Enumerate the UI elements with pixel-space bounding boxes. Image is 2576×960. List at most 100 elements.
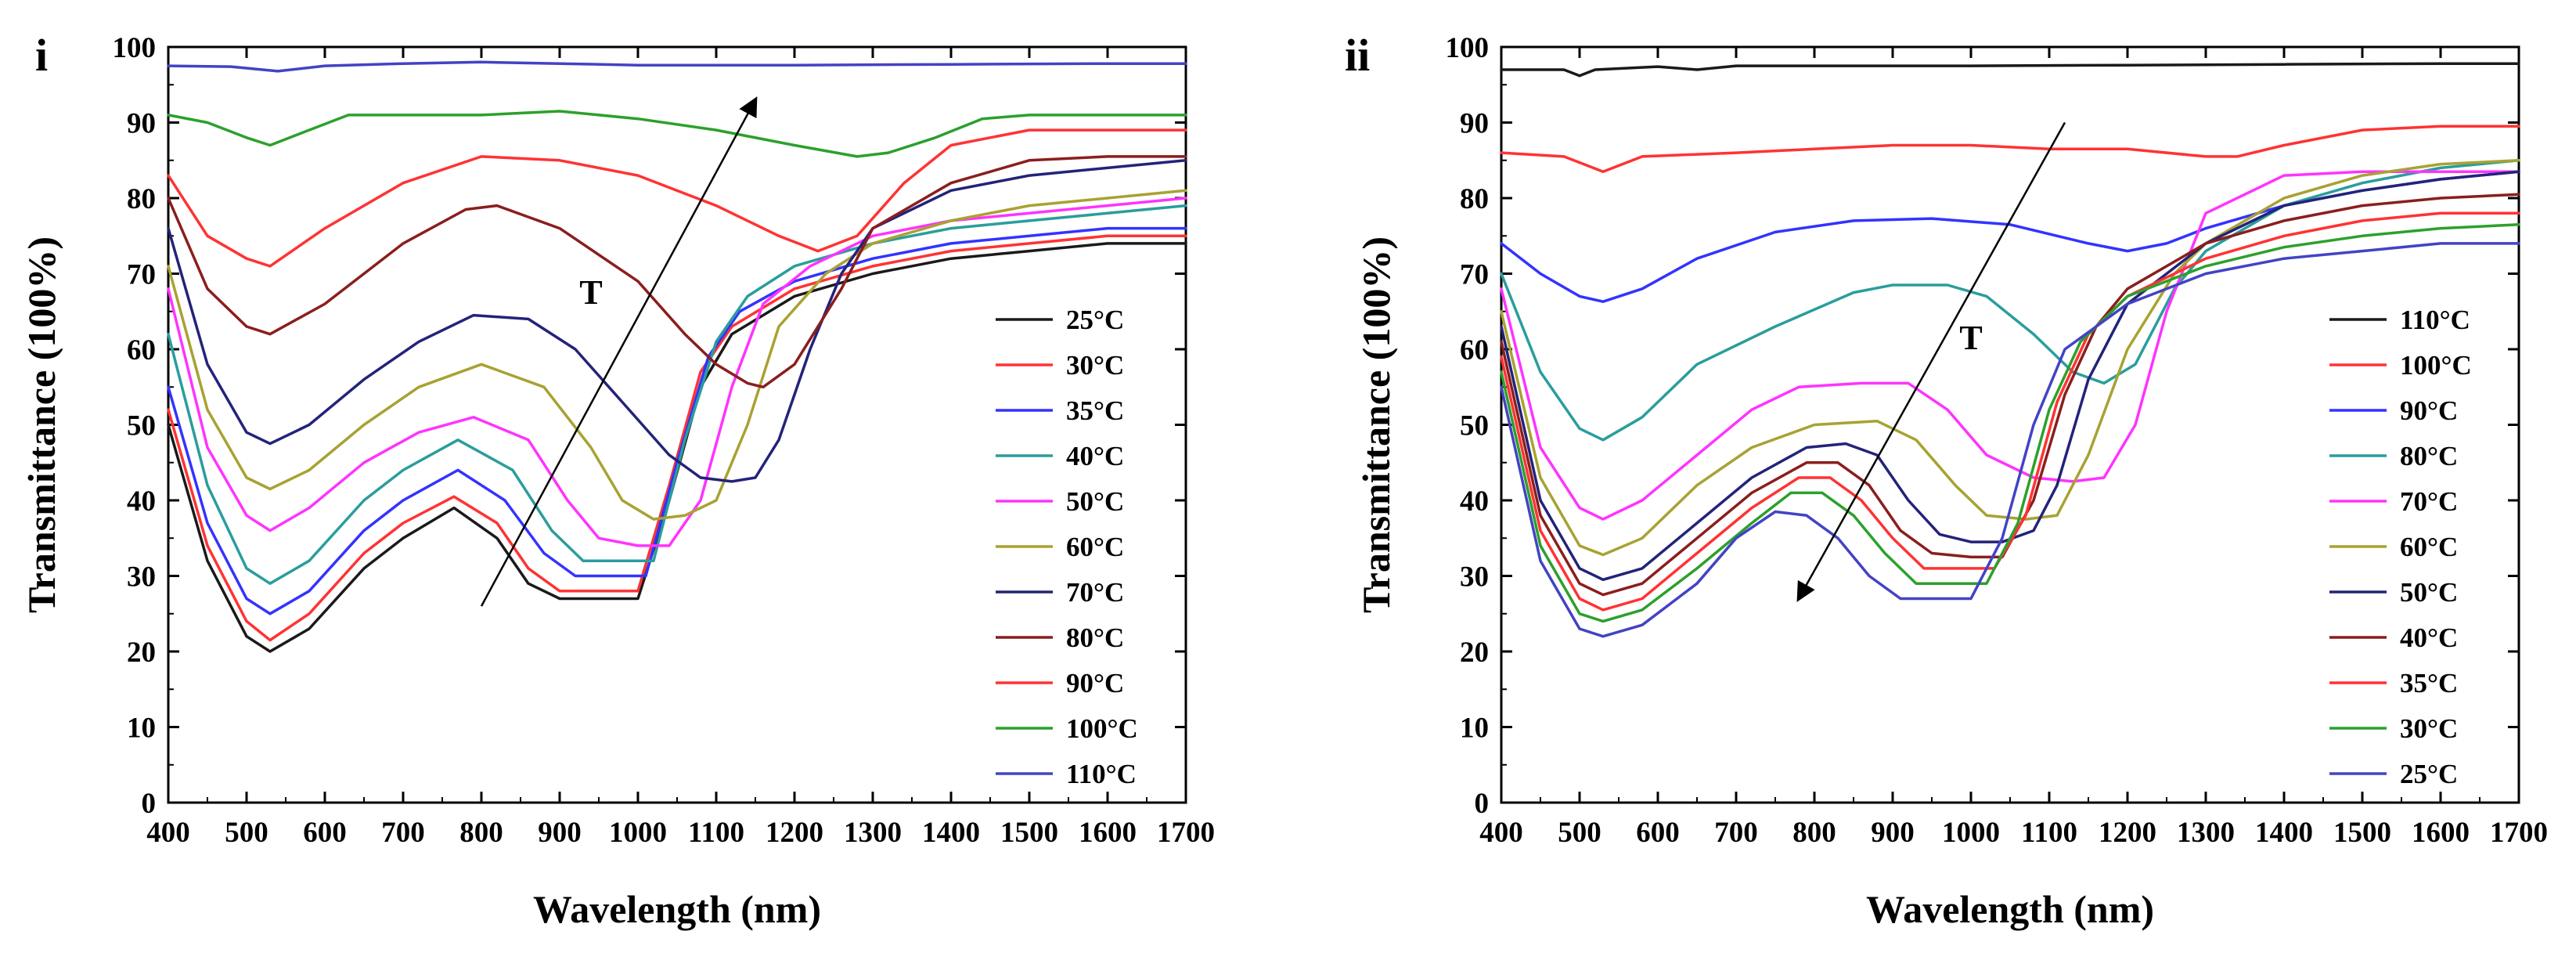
x-tick-label: 400 bbox=[1479, 817, 1523, 849]
x-tick-label: 400 bbox=[146, 817, 190, 849]
series-line-70C bbox=[1500, 170, 2520, 521]
legend-label: 35°C bbox=[1066, 395, 1124, 426]
y-tick-label: 90 bbox=[127, 108, 156, 140]
x-tick-label: 900 bbox=[1871, 817, 1915, 849]
x-tick-label: 1500 bbox=[2333, 817, 2391, 849]
x-tick-label: 700 bbox=[381, 817, 425, 849]
legend-label: 90°C bbox=[1066, 668, 1124, 698]
y-axis-title: Transmittance (100%) bbox=[1354, 236, 1398, 613]
y-tick-label: 70 bbox=[127, 259, 156, 291]
legend-label: 80°C bbox=[1066, 623, 1124, 653]
series-line-35C bbox=[167, 226, 1187, 615]
legend-label: 100°C bbox=[2400, 350, 2472, 381]
x-tick-label: 1600 bbox=[1079, 817, 1137, 849]
series-line-80C bbox=[1500, 159, 2520, 442]
series-line-80C bbox=[167, 155, 1187, 389]
x-axis-title: Wavelength (nm) bbox=[1866, 887, 2154, 931]
x-tick-label: 1100 bbox=[2021, 817, 2077, 849]
legend: 110°C 100°C 90°C 80°C 70°C 60°C 50°C 40°C 35°C 30… bbox=[2329, 305, 2472, 789]
x-tick-label: 600 bbox=[1636, 817, 1680, 849]
series-line-25C bbox=[167, 242, 1187, 653]
legend-label: 50°C bbox=[2400, 577, 2458, 608]
legend-label: 35°C bbox=[2400, 668, 2458, 698]
series-line-30C bbox=[1500, 223, 2520, 623]
plot-frame bbox=[1500, 45, 2520, 804]
series-line-50C bbox=[167, 197, 1187, 547]
series-line-100C bbox=[167, 110, 1187, 158]
y-tick-label: 20 bbox=[1460, 637, 1489, 669]
y-tick-label: 30 bbox=[1460, 561, 1489, 594]
x-tick-label: 500 bbox=[1558, 817, 1601, 849]
y-tick-label: 70 bbox=[1460, 259, 1489, 291]
chart-panel-ii: 400 500 600 700 800 900 1000 1100 1200 1300 1400 15… bbox=[1345, 30, 2548, 931]
series-line-70C bbox=[167, 159, 1187, 483]
series-line-100C bbox=[1500, 125, 2520, 173]
chart-panel-i: 400 500 600 700 800 900 1000 1100 1200 1300 1400 15… bbox=[20, 30, 1215, 931]
x-tick-label: 800 bbox=[459, 817, 503, 849]
y-tick-label: 50 bbox=[1460, 410, 1489, 442]
x-tick-label: 1600 bbox=[2412, 817, 2470, 849]
legend-label: 40°C bbox=[1066, 441, 1124, 471]
legend-label: 25°C bbox=[1066, 305, 1124, 335]
x-tick-label: 800 bbox=[1792, 817, 1836, 849]
x-tick-label: 1200 bbox=[2099, 817, 2156, 849]
legend-label: 100°C bbox=[1066, 713, 1138, 744]
y-tick-label: 40 bbox=[1460, 485, 1489, 518]
x-tick-label: 1700 bbox=[2490, 817, 2548, 849]
series-line-60C bbox=[1500, 159, 2520, 557]
y-tick-label: 100 bbox=[1446, 32, 1490, 64]
series-line-60C bbox=[167, 189, 1187, 521]
y-tick-label: 50 bbox=[127, 410, 156, 442]
x-tick-label: 900 bbox=[538, 817, 582, 849]
series-line-35C bbox=[1500, 211, 2520, 612]
x-axis-title: Wavelength (nm) bbox=[533, 887, 821, 931]
series-line-110C bbox=[1500, 62, 2520, 78]
legend-label: 110°C bbox=[2400, 305, 2470, 335]
x-tick-label: 1000 bbox=[609, 817, 667, 849]
x-tick-label: 1700 bbox=[1157, 817, 1215, 849]
x-tick-label: 500 bbox=[225, 817, 268, 849]
series-line-30C bbox=[167, 234, 1187, 642]
legend-label: 60°C bbox=[2400, 532, 2458, 562]
legend-label: 60°C bbox=[1066, 532, 1124, 562]
series-line-90C bbox=[167, 128, 1187, 268]
y-tick-label: 0 bbox=[1475, 788, 1490, 820]
series-line-25C bbox=[1500, 242, 2520, 638]
x-tick-label: 1300 bbox=[844, 817, 902, 849]
y-tick-label: 80 bbox=[1460, 183, 1489, 215]
panel-label: ii bbox=[1345, 30, 1370, 81]
x-tick-label: 1400 bbox=[2255, 817, 2313, 849]
y-tick-label: 90 bbox=[1460, 108, 1489, 140]
x-tick-label: 1200 bbox=[766, 817, 823, 849]
legend-label: 25°C bbox=[2400, 759, 2458, 789]
legend-label: 110°C bbox=[1066, 759, 1137, 789]
legend-label: 50°C bbox=[1066, 486, 1124, 517]
legend-label: 30°C bbox=[1066, 350, 1124, 381]
y-tick-label: 40 bbox=[127, 485, 156, 518]
series-line-110C bbox=[167, 60, 1187, 73]
temperature-arrow bbox=[480, 96, 758, 607]
temperature-arrow-label: T bbox=[579, 273, 602, 312]
x-tick-label: 600 bbox=[303, 817, 347, 849]
x-tick-label: 1400 bbox=[922, 817, 980, 849]
x-tick-label: 1300 bbox=[2177, 817, 2235, 849]
series-line-40C bbox=[167, 204, 1187, 585]
y-tick-label: 100 bbox=[113, 32, 157, 64]
x-tick-label: 1100 bbox=[688, 817, 744, 849]
legend-label: 30°C bbox=[2400, 713, 2458, 744]
y-tick-label: 80 bbox=[127, 183, 156, 215]
x-tick-label: 700 bbox=[1714, 817, 1758, 849]
legend-label: 70°C bbox=[1066, 577, 1124, 608]
series-line-50C bbox=[1500, 170, 2520, 582]
legend: 25°C 30°C 35°C 40°C 50°C 60°C 70°C 80°C 90°C 100°… bbox=[996, 305, 1138, 789]
temperature-arrow-label: T bbox=[1959, 319, 1982, 357]
series-line-40C bbox=[1500, 193, 2520, 597]
legend-label: 40°C bbox=[2400, 623, 2458, 653]
x-tick-label: 1500 bbox=[1000, 817, 1058, 849]
legend-label: 90°C bbox=[2400, 395, 2458, 426]
legend-label: 70°C bbox=[2400, 486, 2458, 517]
panel-label: i bbox=[35, 30, 48, 81]
y-tick-label: 60 bbox=[1460, 334, 1489, 366]
y-tick-label: 60 bbox=[127, 334, 156, 366]
